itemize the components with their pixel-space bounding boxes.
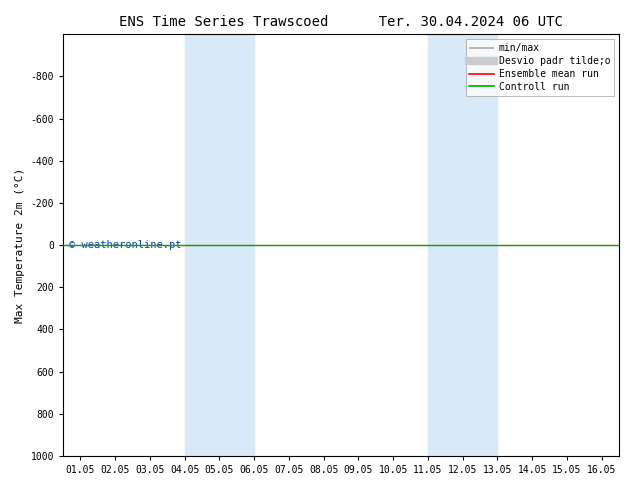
Y-axis label: Max Temperature 2m (°C): Max Temperature 2m (°C) — [15, 168, 25, 323]
Text: © weatheronline.pt: © weatheronline.pt — [68, 240, 181, 250]
Bar — [184, 34, 254, 456]
Bar — [428, 34, 498, 456]
Title: ENS Time Series Trawscoed      Ter. 30.04.2024 06 UTC: ENS Time Series Trawscoed Ter. 30.04.202… — [119, 15, 563, 29]
Legend: min/max, Desvio padr tilde;o, Ensemble mean run, Controll run: min/max, Desvio padr tilde;o, Ensemble m… — [465, 39, 614, 96]
